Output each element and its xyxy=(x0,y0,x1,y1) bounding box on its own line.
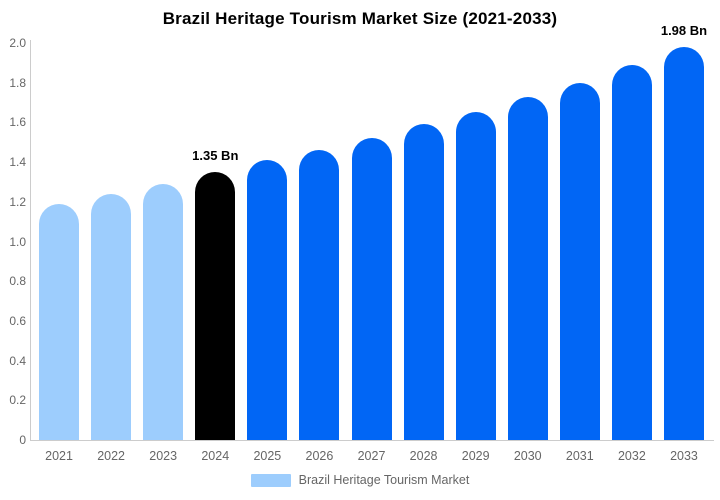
y-tick-label-1.6: 1.6 xyxy=(9,115,26,130)
bar-value-label-2033: 1.98 Bn xyxy=(660,22,708,38)
bar-slot-2025 xyxy=(241,43,293,440)
bar-slot-2033: 1.98 Bn xyxy=(658,23,710,440)
bar-2021[interactable] xyxy=(39,203,80,440)
x-axis-label-2032: 2032 xyxy=(617,449,646,463)
bar-slot-2030 xyxy=(502,43,554,440)
bar-2030[interactable] xyxy=(507,96,548,440)
x-axis-label-2023: 2023 xyxy=(149,449,178,463)
y-axis-line xyxy=(30,40,31,440)
bar-2029[interactable] xyxy=(455,112,496,440)
bar-2022[interactable] xyxy=(91,193,132,440)
x-axis-label-2033: 2033 xyxy=(670,449,698,463)
bar-2025[interactable] xyxy=(247,160,288,440)
x-axis-line xyxy=(30,440,714,441)
y-tick-label-1.0: 1.0 xyxy=(9,234,26,249)
bar-2032[interactable] xyxy=(611,64,652,440)
bar-2028[interactable] xyxy=(403,124,444,440)
bar-slot-2023 xyxy=(137,43,189,440)
y-tick-label-0.2: 0.2 xyxy=(9,393,26,408)
x-axis-label-2031: 2031 xyxy=(565,449,594,463)
legend-swatch xyxy=(250,473,291,487)
legend-item[interactable]: Brazil Heritage Tourism Market xyxy=(0,473,720,487)
bar-2026[interactable] xyxy=(299,150,340,440)
y-tick-label-1.8: 1.8 xyxy=(9,75,26,90)
legend-label: Brazil Heritage Tourism Market xyxy=(298,473,470,487)
bar-2027[interactable] xyxy=(351,138,392,440)
y-tick-label-0: 0 xyxy=(19,433,26,447)
x-axis-label-2026: 2026 xyxy=(305,449,334,463)
bar-slot-2028 xyxy=(398,43,450,440)
bar-slot-2032 xyxy=(606,43,658,440)
bar-2024[interactable]: 1.35 Bn xyxy=(192,148,238,440)
y-tick-label-0.4: 0.4 xyxy=(9,353,26,368)
x-axis: 2021 2022 2023 2024 2025 2026 2027 2028 2029 2030… xyxy=(33,449,710,463)
bar-slot-2026 xyxy=(293,43,345,440)
y-tick-label-0.8: 0.8 xyxy=(9,274,26,289)
y-tick-label-1.4: 1.4 xyxy=(9,155,26,170)
y-tick-label-1.2: 1.2 xyxy=(9,194,26,209)
bar-slot-2031 xyxy=(554,43,606,440)
x-axis-label-2027: 2027 xyxy=(357,449,386,463)
bar-2031[interactable] xyxy=(559,82,600,440)
x-axis-label-2022: 2022 xyxy=(97,449,126,463)
x-axis-label-2021: 2021 xyxy=(45,449,73,463)
bar-2023[interactable] xyxy=(143,183,184,440)
bar-series: 1.35 Bn 1.98 Bn xyxy=(33,23,710,440)
bar-2033[interactable]: 1.98 Bn xyxy=(661,23,707,440)
y-tick-label-0.6: 0.6 xyxy=(9,313,26,328)
chart-title: Brazil Heritage Tourism Market Size (202… xyxy=(162,9,558,28)
bar-slot-2029 xyxy=(450,43,502,440)
bar-slot-2027 xyxy=(345,43,397,440)
bar-slot-2022 xyxy=(85,43,137,440)
x-axis-label-2030: 2030 xyxy=(513,449,542,463)
x-axis-label-2028: 2028 xyxy=(409,449,438,463)
x-axis-label-2024: 2024 xyxy=(201,449,230,463)
bar-value-label-2024: 1.35 Bn xyxy=(192,148,239,164)
y-tick-label-2.0: 2.0 xyxy=(9,36,26,50)
bar-slot-2024: 1.35 Bn xyxy=(189,43,241,440)
x-axis-label-2025: 2025 xyxy=(253,449,282,463)
bar-slot-2021 xyxy=(33,43,85,440)
x-axis-label-2029: 2029 xyxy=(461,449,490,463)
